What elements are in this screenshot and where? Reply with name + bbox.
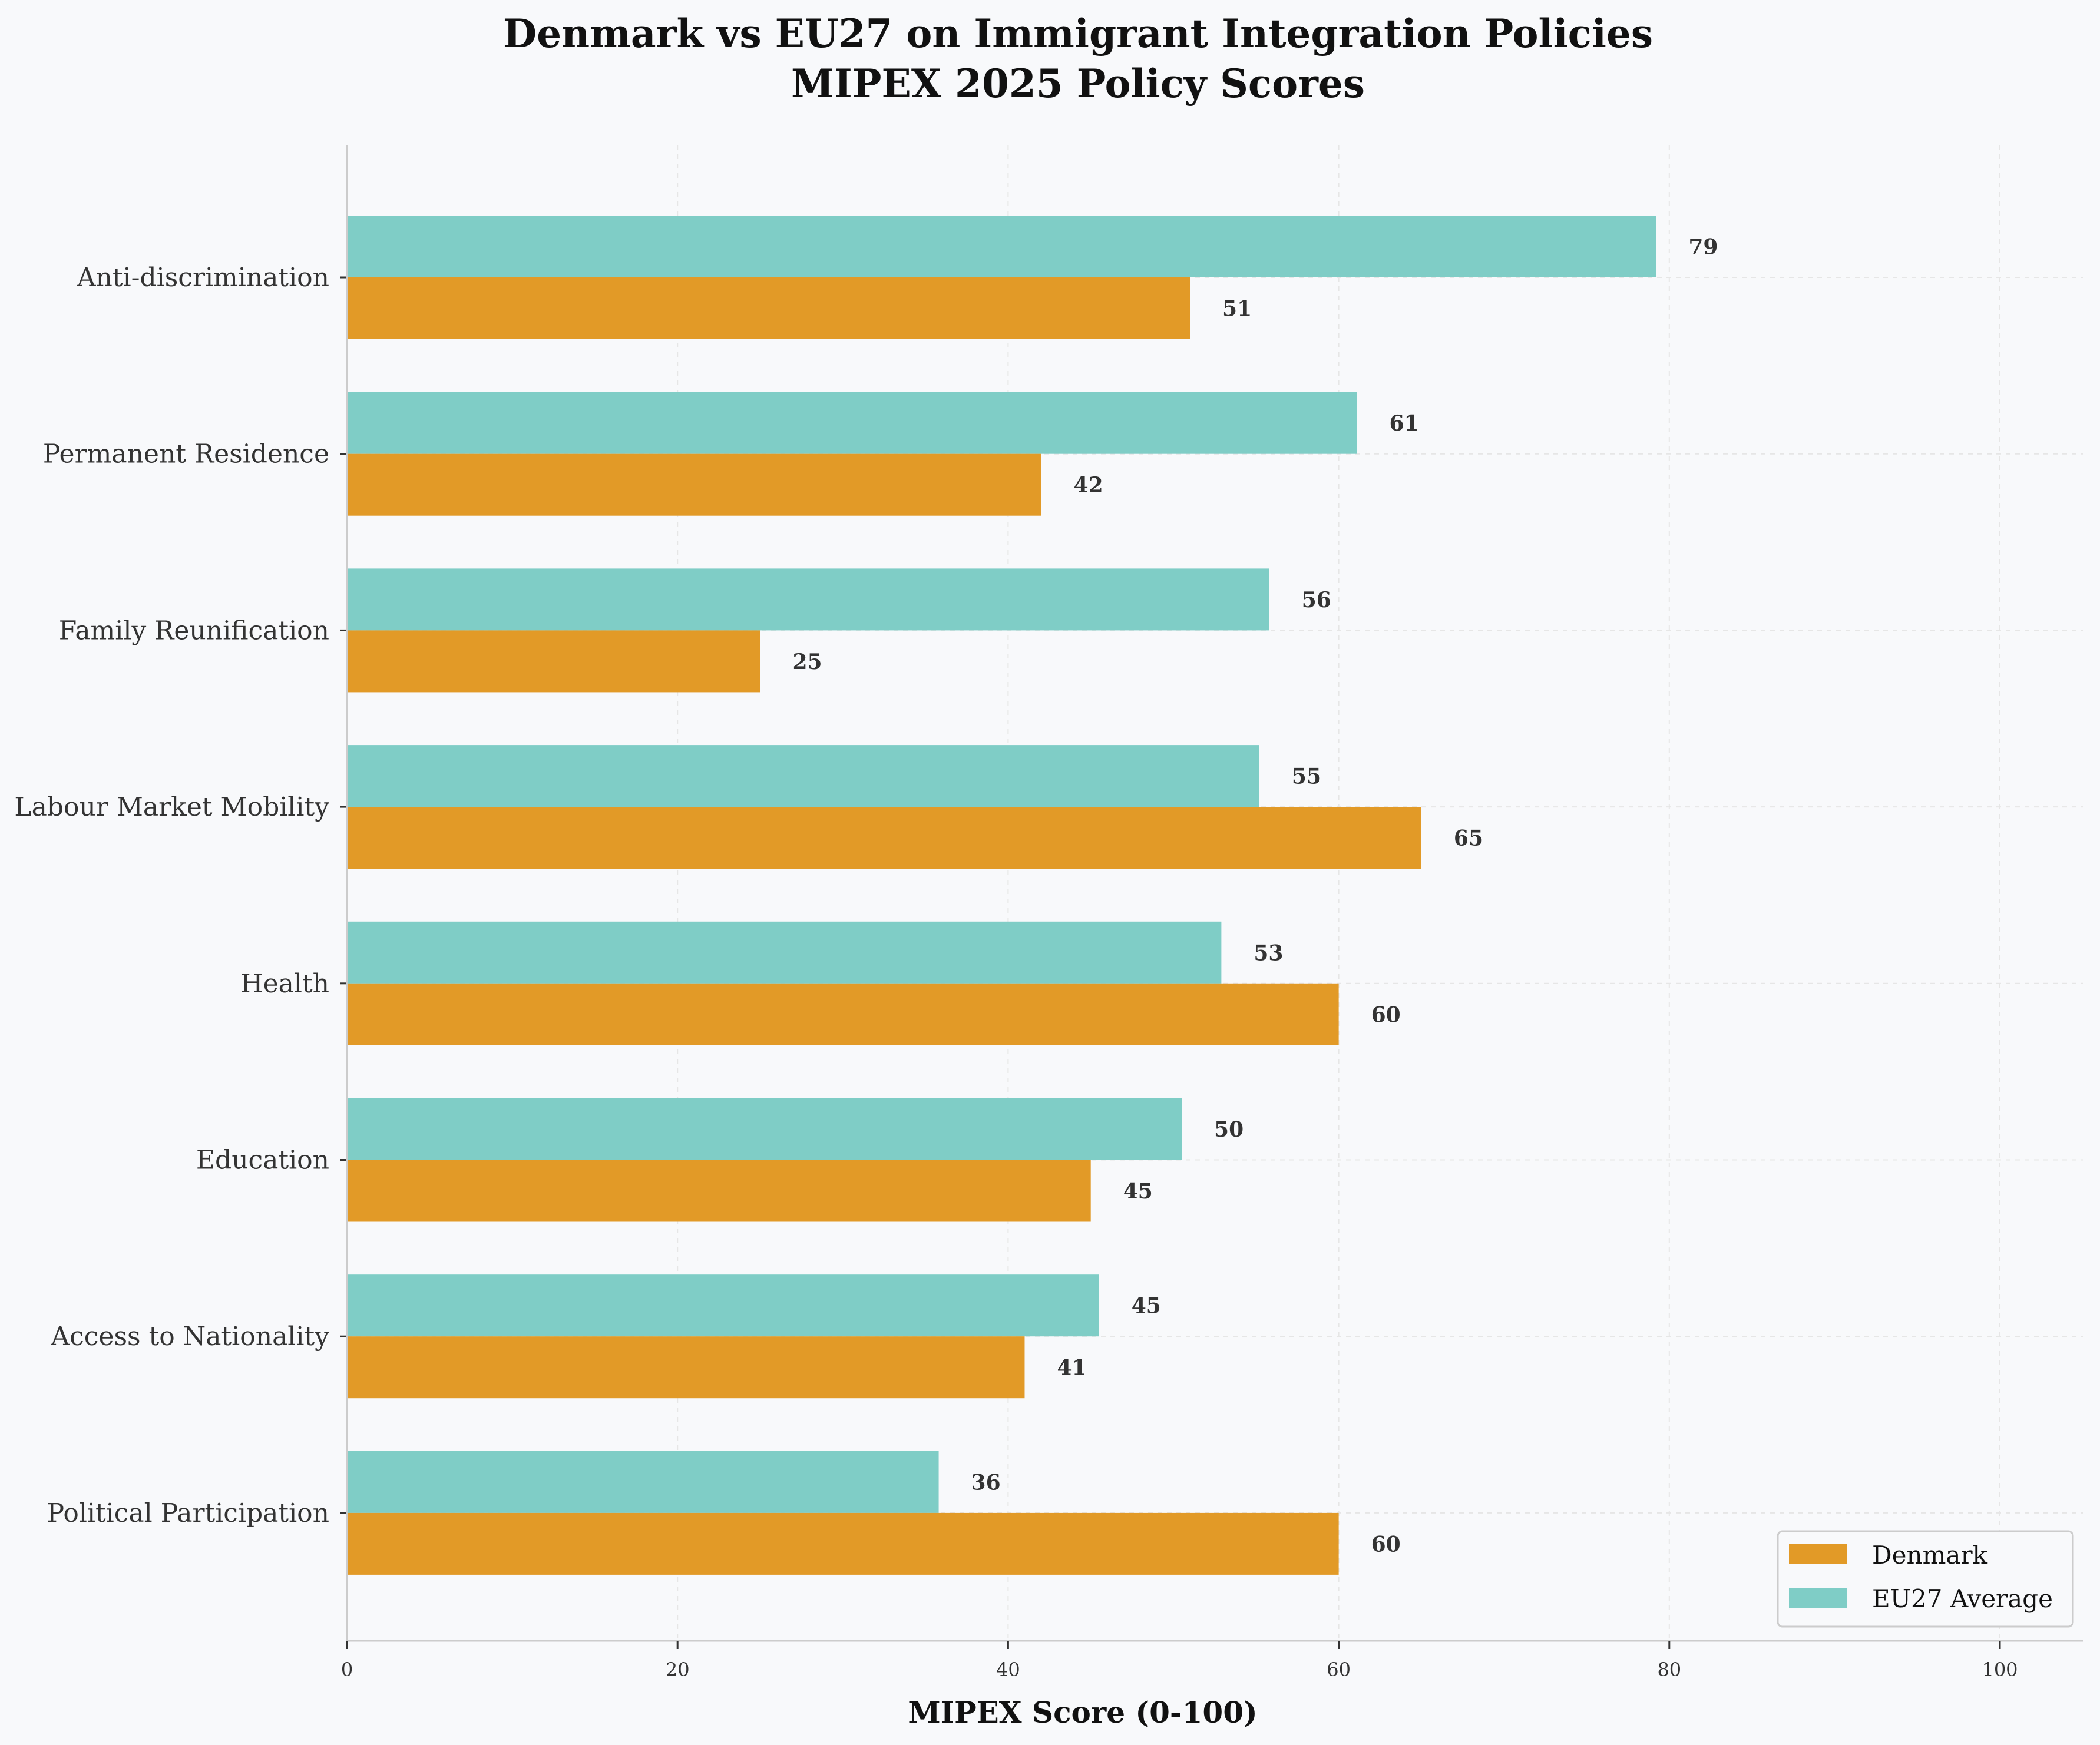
value-label-denmark: 25 — [793, 650, 822, 674]
value-label-denmark: 51 — [1222, 297, 1252, 322]
bar-eu27 — [347, 392, 1357, 454]
chart-title: Denmark vs EU27 on Immigrant Integration… — [503, 11, 1653, 57]
y-tick-label: Political Participation — [47, 1498, 330, 1528]
y-tick-label: Access to Nationality — [50, 1322, 329, 1352]
x-tick-label: 100 — [1982, 1658, 2018, 1681]
value-label-denmark: 45 — [1123, 1179, 1153, 1204]
value-label-denmark: 60 — [1371, 1002, 1401, 1027]
legend-label-eu27: EU27 Average — [1872, 1584, 2053, 1613]
bar-eu27 — [347, 1274, 1099, 1337]
bar-denmark — [347, 807, 1421, 869]
y-tick-label: Anti-discrimination — [77, 263, 329, 293]
y-tick-label: Education — [196, 1145, 329, 1176]
y-tick-label: Family Reunification — [59, 615, 329, 645]
bar-denmark — [347, 1160, 1091, 1222]
bar-denmark — [347, 453, 1041, 516]
x-tick-label: 0 — [341, 1658, 353, 1681]
x-tick-label: 60 — [1327, 1658, 1351, 1681]
bar-eu27 — [347, 1098, 1182, 1160]
legend-frame — [1777, 1530, 2074, 1628]
x-tick-label: 20 — [666, 1658, 690, 1681]
bar-denmark — [347, 1336, 1025, 1399]
y-tick-label: Labour Market Mobility — [14, 792, 329, 822]
value-label-eu27: 36 — [971, 1470, 1001, 1495]
legend-swatch-eu27 — [1789, 1588, 1847, 1608]
bar-eu27 — [347, 921, 1222, 984]
bar-denmark — [347, 277, 1190, 339]
y-tick-label: Permanent Residence — [43, 439, 329, 469]
x-axis-label: MIPEX Score (0-100) — [908, 1695, 1257, 1730]
bar-eu27 — [347, 1451, 939, 1513]
bar-denmark — [347, 630, 760, 693]
value-label-eu27: 53 — [1254, 941, 1283, 965]
bar-eu27 — [347, 216, 1656, 277]
bar-eu27 — [347, 745, 1259, 807]
bar-denmark — [347, 1512, 1339, 1575]
chart-subtitle: MIPEX 2025 Policy Scores — [791, 61, 1365, 107]
bar-denmark — [347, 983, 1339, 1045]
value-label-eu27: 56 — [1302, 588, 1331, 612]
x-tick-label: 40 — [996, 1658, 1020, 1681]
y-tick-label: Health — [240, 969, 329, 999]
bar-eu27 — [347, 568, 1269, 631]
value-label-denmark: 65 — [1454, 826, 1483, 851]
legend: Denmark EU27 Average — [1777, 1530, 2074, 1628]
value-label-denmark: 42 — [1074, 473, 1103, 498]
value-label-eu27: 79 — [1688, 235, 1718, 260]
bars: 79 51 61 42 56 25 55 65 53 60 50 45 45 41 36 60 — [347, 216, 1718, 1575]
value-label-eu27: 45 — [1132, 1294, 1161, 1319]
value-label-denmark: 60 — [1371, 1532, 1401, 1557]
x-tick-label: 80 — [1657, 1658, 1681, 1681]
value-label-eu27: 55 — [1292, 764, 1321, 789]
value-label-eu27: 50 — [1214, 1117, 1244, 1142]
legend-swatch-denmark — [1789, 1544, 1847, 1564]
value-label-denmark: 41 — [1057, 1356, 1086, 1380]
axes: Anti-discrimination Permanent Residence Fa… — [14, 145, 2083, 1681]
value-label-eu27: 61 — [1389, 411, 1418, 436]
legend-label-denmark: Denmark — [1872, 1541, 1988, 1569]
